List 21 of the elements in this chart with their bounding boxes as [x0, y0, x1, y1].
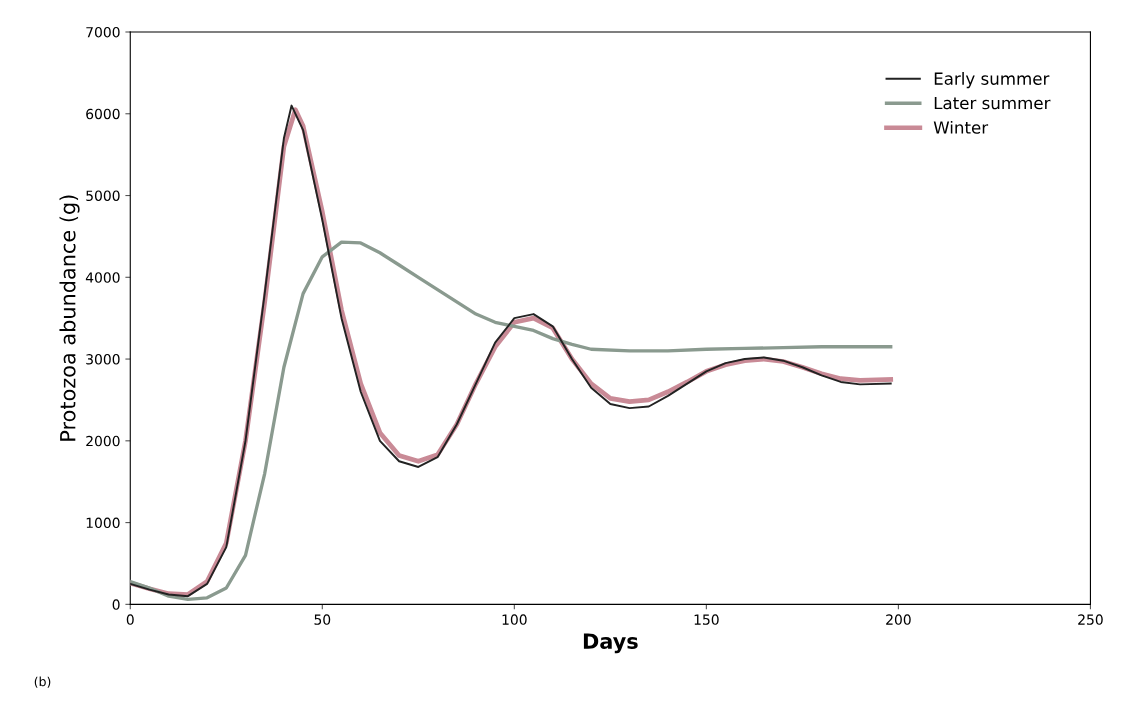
y-tick-label: 1000 — [86, 517, 120, 529]
line-series — [130, 240, 893, 602]
x-tick-label: 100 — [502, 614, 527, 625]
x-tick-label: 200 — [886, 614, 911, 625]
x-tick-label: 50 — [314, 614, 331, 625]
y-tick-label: 6000 — [86, 108, 120, 120]
y-tick-label: 5000 — [86, 190, 120, 201]
legend-label: Later summer — [934, 96, 1051, 110]
x-tick-label: 150 — [694, 614, 719, 625]
x-tick-label: 250 — [1078, 614, 1103, 625]
y-tick-label: 7000 — [86, 26, 120, 38]
y-tick-label: 3000 — [86, 354, 120, 365]
y-tick-label: 4000 — [85, 272, 120, 283]
legend-label: Early summer — [934, 71, 1050, 89]
x-axis-title: Days — [583, 633, 638, 654]
x-tick-label: 0 — [126, 614, 134, 625]
legend-label: Winter — [933, 120, 989, 134]
y-tick-label: 0 — [112, 599, 120, 610]
y-axis-title: Protozoa abundance (g) — [59, 195, 80, 441]
text: (b) — [34, 676, 51, 688]
y-tick-label: 2000 — [86, 435, 120, 447]
